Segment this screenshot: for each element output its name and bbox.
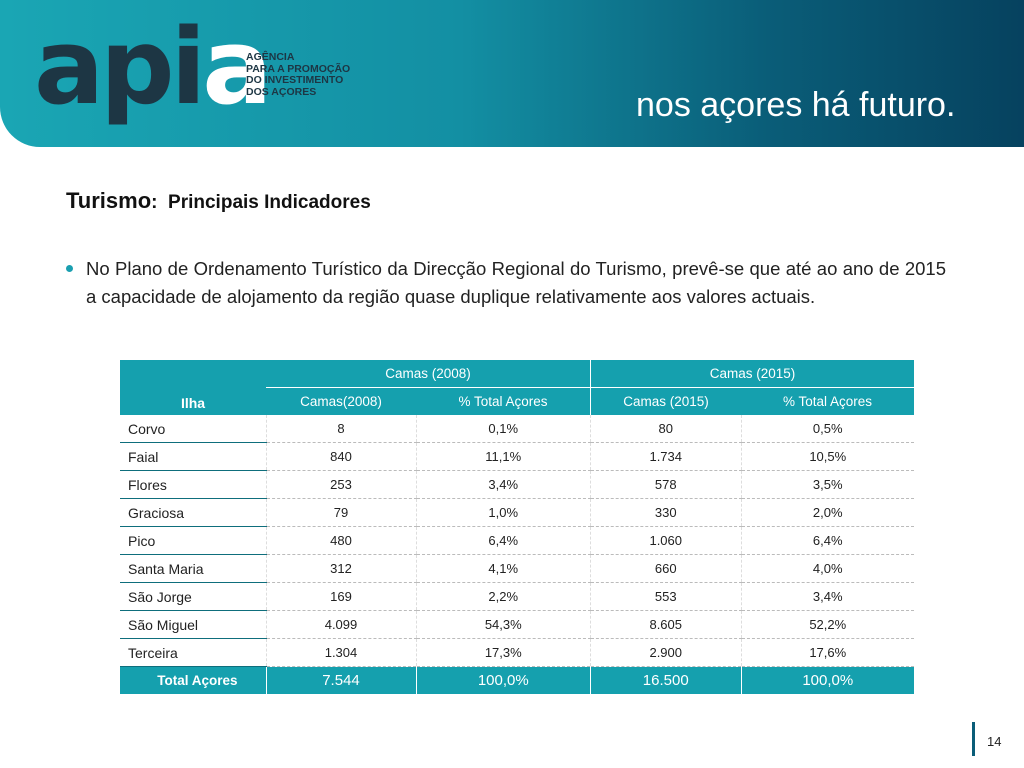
table-cell: 169: [265, 582, 416, 611]
island-name: Terceira: [120, 638, 266, 667]
table-cell: 4.099: [265, 610, 416, 639]
title-main: Turismo: [66, 188, 152, 213]
table-cell: 3,4%: [415, 470, 591, 499]
table-cell: 3,4%: [740, 582, 914, 611]
column-header: % Total Açores: [741, 387, 914, 415]
agency-line: AGÊNCIA: [246, 51, 295, 63]
total-cell: 100,0%: [415, 666, 591, 694]
island-name: São Jorge: [120, 582, 266, 611]
island-name: Flores: [120, 470, 266, 499]
total-cell: 16.500: [590, 666, 741, 694]
table-cell: 660: [590, 554, 741, 583]
table-cell: 2,2%: [415, 582, 591, 611]
table-cell: 4,0%: [740, 554, 914, 583]
table-cell: 0,5%: [740, 415, 914, 443]
table-row: Santa Maria 312 4,1% 660 4,0%: [120, 554, 914, 583]
table-row: São Miguel 4.099 54,3% 8.605 52,2%: [120, 610, 914, 639]
table-row: Faial 840 11,1% 1.734 10,5%: [120, 442, 914, 471]
table-row: Pico 480 6,4% 1.060 6,4%: [120, 526, 914, 555]
island-name: Santa Maria: [120, 554, 266, 583]
table-row: Terceira 1.304 17,3% 2.900 17,6%: [120, 638, 914, 667]
bullet-text: No Plano de Ordenamento Turístico da Dir…: [86, 258, 946, 307]
tagline: nos açores há futuro.: [636, 86, 956, 124]
table-cell: 11,1%: [415, 442, 591, 471]
table-cell: 1.060: [590, 526, 741, 555]
logo: apia: [34, 6, 272, 128]
island-name: Graciosa: [120, 498, 266, 527]
total-row: Total Açores 7.544 100,0% 16.500 100,0%: [120, 666, 914, 694]
table-cell: 17,3%: [415, 638, 591, 667]
agency-line: DO INVESTIMENTO: [246, 74, 344, 86]
header-row: Ilha Camas (2008) Camas (2015): [120, 360, 914, 415]
table-cell: 2,0%: [740, 498, 914, 527]
table-cell: 52,2%: [740, 610, 914, 639]
table-cell: 54,3%: [415, 610, 591, 639]
bullet-dot: [66, 265, 73, 272]
table-cell: 2.900: [590, 638, 741, 667]
header-band: apia AGÊNCIA PARA A PROMOÇÃO DO INVESTIMEN…: [0, 0, 1024, 147]
corner-header: Ilha: [120, 360, 266, 415]
logo-text: api: [34, 6, 206, 128]
agency-line: DOS AÇORES: [246, 85, 317, 98]
group-header: Camas (2008): [266, 360, 591, 388]
island-name: São Miguel: [120, 610, 266, 639]
table-cell: 1.734: [590, 442, 741, 471]
table-cell: 253: [265, 470, 416, 499]
title-rest: : Principais Indicadores: [151, 192, 371, 213]
column-header: Camas (2015): [590, 387, 741, 415]
table-cell: 6,4%: [415, 526, 591, 555]
logo-text: a: [202, 6, 272, 128]
table-row: Corvo 8 0,1% 80 0,5%: [120, 415, 914, 443]
total-cell: 7.544: [265, 666, 416, 694]
table-cell: 4,1%: [415, 554, 591, 583]
total-label: Total Açores: [120, 666, 266, 694]
table-cell: 10,5%: [740, 442, 914, 471]
table-cell: 79: [265, 498, 416, 527]
table-row: Flores 253 3,4% 578 3,5%: [120, 470, 914, 499]
table-cell: 553: [590, 582, 741, 611]
agency-name: AGÊNCIA PARA A PROMOÇÃO DO INVESTIMENTO DOS…: [246, 51, 351, 98]
table-row: Graciosa 79 1,0% 330 2,0%: [120, 498, 914, 527]
table-cell: 8: [265, 415, 416, 443]
table-cell: 578: [590, 470, 741, 499]
table-cell: 3,5%: [740, 470, 914, 499]
column-header: Camas(2008): [266, 387, 416, 415]
table-cell: 480: [265, 526, 416, 555]
title: Turismo: Principais Indicadores: [66, 188, 371, 214]
total-cell: 100,0%: [740, 666, 914, 694]
island-name: Faial: [120, 442, 266, 471]
table-cell: 8.605: [590, 610, 741, 639]
table-cell: 17,6%: [740, 638, 914, 667]
table-cell: 1.304: [265, 638, 416, 667]
table-cell: 312: [265, 554, 416, 583]
agency-line: PARA A PROMOÇÃO: [246, 62, 351, 75]
table-cell: 1,0%: [415, 498, 591, 527]
page-number: 14: [972, 722, 1001, 756]
table-cell: 330: [590, 498, 741, 527]
island-name: Corvo: [120, 415, 266, 443]
table-cell: 840: [265, 442, 416, 471]
header-row: Camas(2008)% Total Açores Camas (2015)% T…: [120, 387, 914, 415]
table-row: São Jorge 169 2,2% 553 3,4%: [120, 582, 914, 611]
table: Ilha Camas (2008) Camas (2015) Camas(2008)%…: [120, 360, 914, 694]
table-cell: 80: [590, 415, 741, 443]
table-cell: 0,1%: [415, 415, 591, 443]
table-cell: 6,4%: [740, 526, 914, 555]
group-header: Camas (2015): [590, 360, 914, 388]
column-header: % Total Açores: [416, 387, 591, 415]
island-name: Pico: [120, 526, 266, 555]
